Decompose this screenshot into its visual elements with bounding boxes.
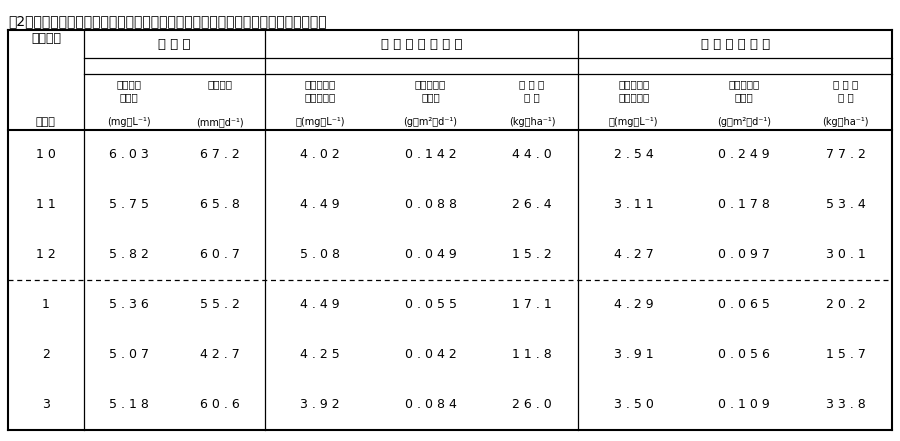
- Text: 6 0 . 6: 6 0 . 6: [200, 399, 239, 411]
- Text: 流出水の平: 流出水の平: [618, 79, 649, 89]
- Text: 去速度: 去速度: [421, 92, 440, 102]
- Text: 5 . 8 2: 5 . 8 2: [109, 248, 149, 262]
- Text: 6 0 . 7: 6 0 . 7: [200, 248, 239, 262]
- Text: 4 4 . 0: 4 4 . 0: [512, 149, 552, 161]
- Text: 0 . 2 4 9: 0 . 2 4 9: [718, 149, 770, 161]
- Text: 5 . 7 5: 5 . 7 5: [109, 198, 149, 212]
- Text: 去 量: 去 量: [838, 92, 853, 102]
- Text: 0 . 0 6 5: 0 . 0 6 5: [718, 299, 770, 311]
- Text: (g・m²・d⁻¹): (g・m²・d⁻¹): [717, 117, 771, 127]
- Text: 2 6 . 0: 2 6 . 0: [512, 399, 552, 411]
- Text: 稲 わ ら 無 施 用 区: 稲 わ ら 無 施 用 区: [381, 37, 463, 51]
- Text: 3 3 . 8: 3 3 . 8: [826, 399, 866, 411]
- Text: 5 3 . 4: 5 3 . 4: [826, 198, 866, 212]
- Text: 2 0 . 2: 2 0 . 2: [826, 299, 866, 311]
- Text: 4 . 2 7: 4 . 2 7: [614, 248, 653, 262]
- Text: 度(mg・L⁻¹): 度(mg・L⁻¹): [609, 117, 659, 127]
- Text: 調査時期: 調査時期: [31, 32, 61, 45]
- Text: 0 . 1 0 9: 0 . 1 0 9: [718, 399, 770, 411]
- Text: 素濃度: 素濃度: [120, 92, 139, 102]
- Text: 0 . 0 5 6: 0 . 0 5 6: [718, 348, 770, 362]
- Text: 1 5 . 2: 1 5 . 2: [512, 248, 552, 262]
- Text: 稲 わ ら 施 用 区: 稲 わ ら 施 用 区: [700, 37, 770, 51]
- Text: 流入水量: 流入水量: [207, 79, 232, 89]
- Text: 平均窒素除: 平均窒素除: [728, 79, 760, 89]
- Text: 3 . 9 1: 3 . 9 1: [614, 348, 653, 362]
- Text: 1: 1: [42, 299, 50, 311]
- Text: 6 7 . 2: 6 7 . 2: [200, 149, 239, 161]
- Text: 5 . 0 8: 5 . 0 8: [300, 248, 340, 262]
- Text: 度(mg・L⁻¹): 度(mg・L⁻¹): [295, 117, 345, 127]
- Text: 1 1: 1 1: [36, 198, 56, 212]
- Text: (mm・d⁻¹): (mm・d⁻¹): [195, 117, 243, 127]
- Text: 4 2 . 7: 4 2 . 7: [200, 348, 239, 362]
- Text: 1 2: 1 2: [36, 248, 56, 262]
- Text: 均全窒素濃: 均全窒素濃: [618, 92, 649, 102]
- Text: 0 . 0 8 8: 0 . 0 8 8: [404, 198, 456, 212]
- Text: 去 量: 去 量: [524, 92, 540, 102]
- Text: 0 . 1 7 8: 0 . 1 7 8: [718, 198, 770, 212]
- Text: 平均全窒: 平均全窒: [116, 79, 141, 89]
- Text: 2 6 . 4: 2 6 . 4: [512, 198, 552, 212]
- Text: 平均窒素除: 平均窒素除: [415, 79, 446, 89]
- Text: 流 入 水: 流 入 水: [158, 37, 191, 51]
- Text: 1)1994年9月30日に稲わらを１ｈａ当たり４．２ｔ表面施用後、１ヶ月に5〜9回調査した調査結果の平均値。: 1)1994年9月30日に稲わらを１ｈａ当たり４．２ｔ表面施用後、１ヶ月に5〜9…: [8, 440, 361, 441]
- Text: 1 5 . 7: 1 5 . 7: [826, 348, 866, 362]
- Text: 4 . 2 9: 4 . 2 9: [614, 299, 653, 311]
- Text: 5 . 1 8: 5 . 1 8: [109, 399, 149, 411]
- Text: 0 . 0 5 5: 0 . 0 5 5: [404, 299, 456, 311]
- Text: 0 . 0 9 7: 0 . 0 9 7: [718, 248, 770, 262]
- Text: 7 7 . 2: 7 7 . 2: [826, 149, 866, 161]
- Text: 5 5 . 2: 5 5 . 2: [200, 299, 239, 311]
- Text: (mg・L⁻¹): (mg・L⁻¹): [107, 117, 151, 127]
- Text: 3 . 5 0: 3 . 5 0: [614, 399, 653, 411]
- Text: 5 . 0 7: 5 . 0 7: [109, 348, 149, 362]
- Text: (kg・ha⁻¹): (kg・ha⁻¹): [823, 117, 868, 127]
- Text: 1 7 . 1: 1 7 . 1: [512, 299, 552, 311]
- Text: 3 . 9 2: 3 . 9 2: [301, 399, 340, 411]
- Text: 4 . 2 5: 4 . 2 5: [301, 348, 340, 362]
- Text: 1 0: 1 0: [36, 149, 56, 161]
- Text: 窒 素 除: 窒 素 除: [833, 79, 859, 89]
- Text: 流出水の平: 流出水の平: [304, 79, 336, 89]
- Text: 窒 素 除: 窒 素 除: [519, 79, 544, 89]
- Text: 4 . 0 2: 4 . 0 2: [301, 149, 340, 161]
- Text: 6 . 0 3: 6 . 0 3: [109, 149, 148, 161]
- Text: 0 . 0 4 2: 0 . 0 4 2: [405, 348, 456, 362]
- Text: 2: 2: [42, 348, 50, 362]
- Text: 6 5 . 8: 6 5 . 8: [200, 198, 239, 212]
- Text: 1 1 . 8: 1 1 . 8: [512, 348, 552, 362]
- Text: 均全窒素濃: 均全窒素濃: [304, 92, 336, 102]
- Text: 0 . 0 4 9: 0 . 0 4 9: [405, 248, 456, 262]
- Text: 4 . 4 9: 4 . 4 9: [301, 198, 340, 212]
- Text: 3 0 . 1: 3 0 . 1: [826, 248, 866, 262]
- Text: 4 . 4 9: 4 . 4 9: [301, 299, 340, 311]
- Text: （月）: （月）: [36, 117, 56, 127]
- Text: 3 . 1 1: 3 . 1 1: [614, 198, 653, 212]
- Text: 5 . 3 6: 5 . 3 6: [109, 299, 148, 311]
- Text: (kg・ha⁻¹): (kg・ha⁻¹): [508, 117, 555, 127]
- Text: 去速度: 去速度: [734, 92, 753, 102]
- Text: 0 . 1 4 2: 0 . 1 4 2: [405, 149, 456, 161]
- Text: (g・m²・d⁻¹): (g・m²・d⁻¹): [403, 117, 457, 127]
- Text: 2 . 5 4: 2 . 5 4: [614, 149, 653, 161]
- Text: 3: 3: [42, 399, 50, 411]
- Text: 表2　稲わらの表面施用が水田の窒素浄化機能に及ぼす影響（谷津田での実証試験）: 表2 稲わらの表面施用が水田の窒素浄化機能に及ぼす影響（谷津田での実証試験）: [8, 14, 327, 28]
- Text: 0 . 0 8 4: 0 . 0 8 4: [405, 399, 456, 411]
